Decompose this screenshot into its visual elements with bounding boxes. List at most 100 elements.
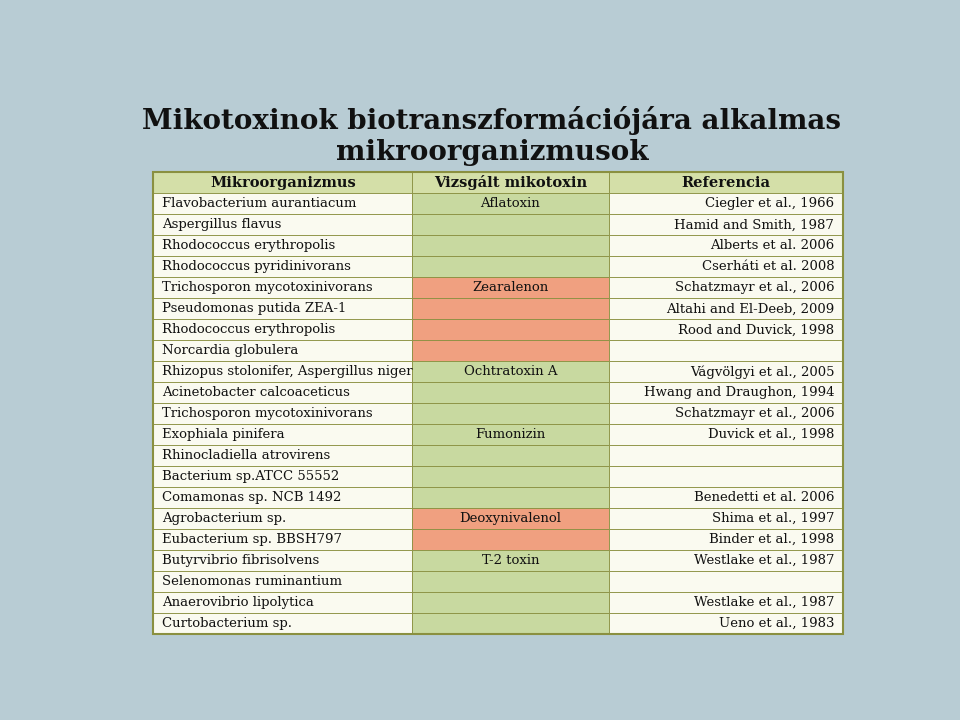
Text: Rhodococcus pyridinivorans: Rhodococcus pyridinivorans bbox=[162, 261, 351, 274]
Bar bbox=[412, 571, 609, 592]
Text: T-2 toxin: T-2 toxin bbox=[482, 554, 540, 567]
Bar bbox=[154, 172, 412, 194]
Text: Agrobacterium sp.: Agrobacterium sp. bbox=[162, 512, 287, 525]
Bar bbox=[412, 550, 609, 571]
Text: Duvick et al., 1998: Duvick et al., 1998 bbox=[708, 428, 834, 441]
Text: Trichosporon mycotoxinivorans: Trichosporon mycotoxinivorans bbox=[162, 408, 373, 420]
Bar bbox=[412, 172, 609, 194]
Text: Westlake et al., 1987: Westlake et al., 1987 bbox=[694, 554, 834, 567]
Bar bbox=[154, 529, 412, 550]
Text: Fumonizin: Fumonizin bbox=[475, 428, 545, 441]
Bar bbox=[609, 382, 843, 403]
Bar bbox=[609, 256, 843, 277]
Bar bbox=[609, 194, 843, 215]
Text: Referencia: Referencia bbox=[682, 176, 771, 190]
Text: Ueno et al., 1983: Ueno et al., 1983 bbox=[719, 617, 834, 630]
Bar bbox=[154, 592, 412, 613]
Text: Bacterium sp.ATCC 55552: Bacterium sp.ATCC 55552 bbox=[162, 470, 340, 483]
Bar bbox=[154, 215, 412, 235]
Text: Flavobacterium aurantiacum: Flavobacterium aurantiacum bbox=[162, 197, 357, 210]
Bar bbox=[609, 298, 843, 319]
Text: Pseudomonas putida ZEA-1: Pseudomonas putida ZEA-1 bbox=[162, 302, 347, 315]
Bar bbox=[412, 529, 609, 550]
Text: Zearalenon: Zearalenon bbox=[472, 282, 548, 294]
Bar bbox=[609, 341, 843, 361]
Text: Cserháti et al. 2008: Cserháti et al. 2008 bbox=[702, 261, 834, 274]
Bar bbox=[412, 613, 609, 634]
Bar bbox=[154, 508, 412, 529]
Bar bbox=[609, 172, 843, 194]
Text: Benedetti et al. 2006: Benedetti et al. 2006 bbox=[694, 491, 834, 504]
Text: Mikroorganizmus: Mikroorganizmus bbox=[210, 176, 355, 190]
Bar bbox=[609, 235, 843, 256]
Bar bbox=[412, 424, 609, 445]
Text: Vizsgált mikotoxin: Vizsgált mikotoxin bbox=[434, 176, 587, 190]
Text: Trichosporon mycotoxinivorans: Trichosporon mycotoxinivorans bbox=[162, 282, 373, 294]
Bar bbox=[609, 529, 843, 550]
Bar bbox=[154, 298, 412, 319]
Text: Rhinocladiella atrovirens: Rhinocladiella atrovirens bbox=[162, 449, 330, 462]
Bar bbox=[609, 361, 843, 382]
Bar bbox=[412, 319, 609, 341]
Text: Comamonas sp. NCB 1492: Comamonas sp. NCB 1492 bbox=[162, 491, 342, 504]
Bar bbox=[154, 487, 412, 508]
Bar bbox=[154, 445, 412, 467]
Bar bbox=[412, 382, 609, 403]
Text: Rhodococcus erythropolis: Rhodococcus erythropolis bbox=[162, 323, 336, 336]
Text: Hwang and Draughon, 1994: Hwang and Draughon, 1994 bbox=[644, 386, 834, 400]
Bar bbox=[154, 550, 412, 571]
Text: Rood and Duvick, 1998: Rood and Duvick, 1998 bbox=[678, 323, 834, 336]
Bar bbox=[412, 277, 609, 298]
Text: Schatzmayr et al., 2006: Schatzmayr et al., 2006 bbox=[675, 408, 834, 420]
Bar bbox=[412, 592, 609, 613]
Bar bbox=[609, 424, 843, 445]
Bar bbox=[412, 361, 609, 382]
Bar bbox=[609, 550, 843, 571]
Bar bbox=[609, 508, 843, 529]
Bar bbox=[412, 508, 609, 529]
Bar bbox=[154, 319, 412, 341]
Bar bbox=[412, 487, 609, 508]
Bar bbox=[154, 235, 412, 256]
Text: Exophiala pinifera: Exophiala pinifera bbox=[162, 428, 285, 441]
Text: Mikotoxinok biotranszformációjára alkalmas: Mikotoxinok biotranszformációjára alkalm… bbox=[142, 106, 842, 135]
Text: Alberts et al. 2006: Alberts et al. 2006 bbox=[710, 239, 834, 252]
Text: Altahi and El-Deeb, 2009: Altahi and El-Deeb, 2009 bbox=[666, 302, 834, 315]
Bar bbox=[154, 424, 412, 445]
Text: Schatzmayr et al., 2006: Schatzmayr et al., 2006 bbox=[675, 282, 834, 294]
Bar bbox=[154, 256, 412, 277]
Bar bbox=[412, 194, 609, 215]
Bar bbox=[154, 613, 412, 634]
Bar bbox=[609, 277, 843, 298]
Text: Aflatoxin: Aflatoxin bbox=[481, 197, 540, 210]
Bar bbox=[609, 445, 843, 467]
Bar bbox=[609, 487, 843, 508]
Text: Norcardia globulera: Norcardia globulera bbox=[162, 344, 299, 357]
Bar bbox=[154, 277, 412, 298]
Bar bbox=[154, 571, 412, 592]
Bar bbox=[154, 194, 412, 215]
Text: Westlake et al., 1987: Westlake et al., 1987 bbox=[694, 596, 834, 609]
Bar bbox=[154, 382, 412, 403]
Text: Anaerovibrio lipolytica: Anaerovibrio lipolytica bbox=[162, 596, 314, 609]
Bar bbox=[154, 467, 412, 487]
Bar bbox=[154, 172, 843, 634]
Bar bbox=[412, 215, 609, 235]
Bar bbox=[609, 319, 843, 341]
Bar bbox=[609, 467, 843, 487]
Text: Curtobacterium sp.: Curtobacterium sp. bbox=[162, 617, 293, 630]
Text: Acinetobacter calcoaceticus: Acinetobacter calcoaceticus bbox=[162, 386, 350, 400]
Text: Butyrvibrio fibrisolvens: Butyrvibrio fibrisolvens bbox=[162, 554, 320, 567]
Bar bbox=[412, 467, 609, 487]
Text: Deoxynivalenol: Deoxynivalenol bbox=[460, 512, 562, 525]
Text: Rhizopus stolonifer, Aspergillus niger: Rhizopus stolonifer, Aspergillus niger bbox=[162, 365, 413, 378]
Bar bbox=[154, 361, 412, 382]
Text: Ciegler et al., 1966: Ciegler et al., 1966 bbox=[705, 197, 834, 210]
Bar bbox=[412, 341, 609, 361]
Text: Hamid and Smith, 1987: Hamid and Smith, 1987 bbox=[674, 218, 834, 231]
Bar bbox=[609, 613, 843, 634]
Text: Aspergillus flavus: Aspergillus flavus bbox=[162, 218, 282, 231]
Bar bbox=[154, 341, 412, 361]
Bar bbox=[412, 235, 609, 256]
Text: mikroorganizmusok: mikroorganizmusok bbox=[336, 139, 648, 166]
